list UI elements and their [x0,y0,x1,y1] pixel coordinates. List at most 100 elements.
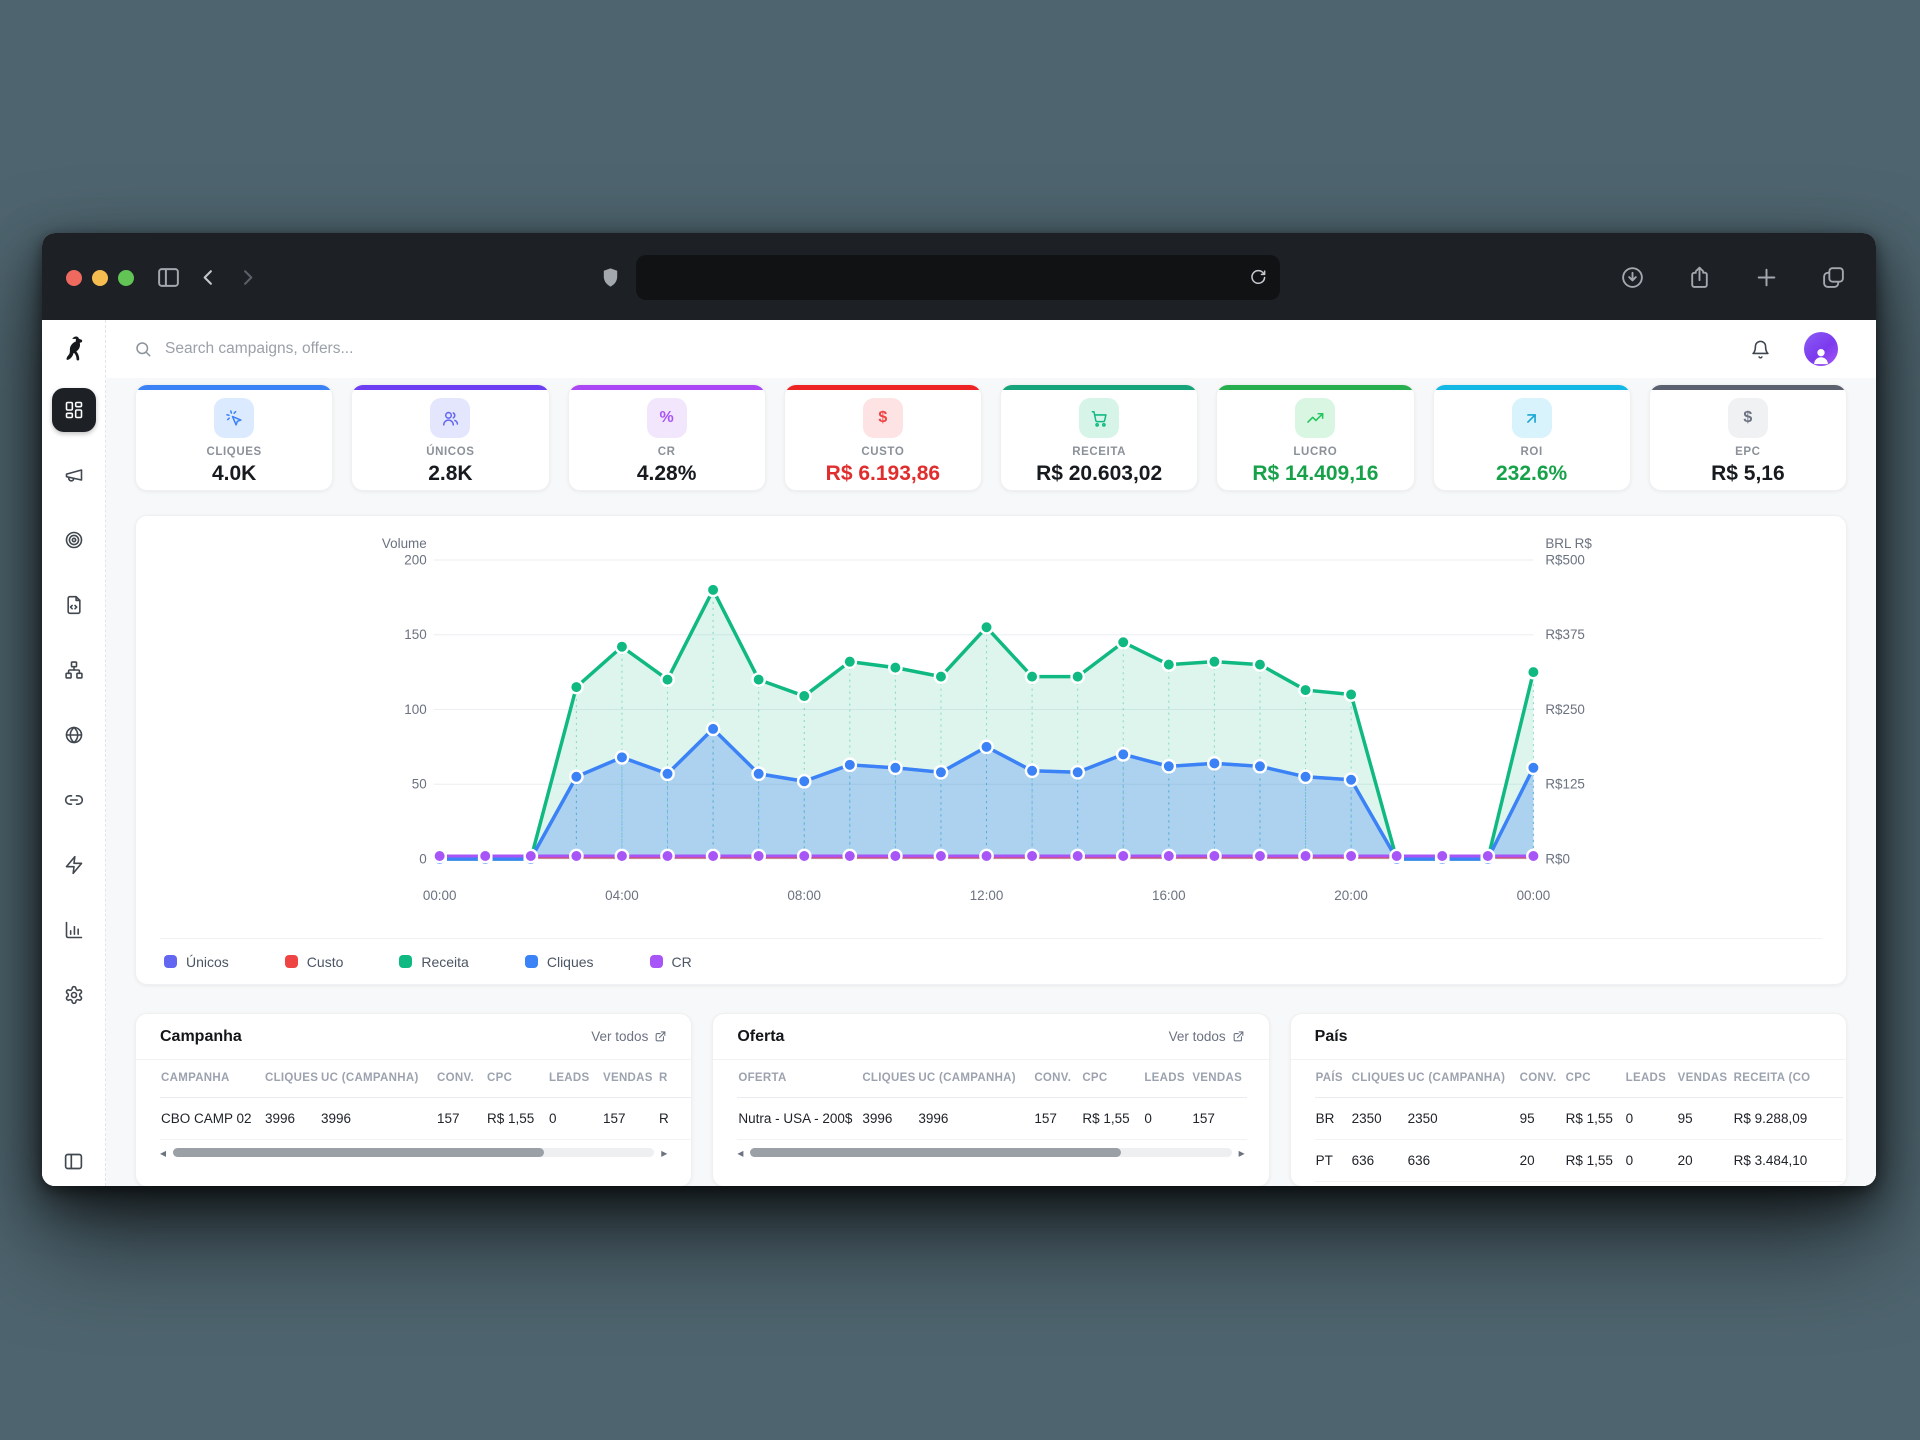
legend-swatch [649,955,663,968]
kpi-icon-box [430,398,471,438]
kpi-accent-bar [1433,385,1630,390]
legend-item-cr[interactable]: CR [649,954,692,970]
downloads-button[interactable] [1620,265,1645,290]
gear-icon [64,985,84,1005]
table-header-row: OFERTA CLIQUES UC (CAMPANHA) CONV. CPC LEADS V… [737,1060,1248,1098]
traffic-light-zoom[interactable] [118,269,134,286]
column-header: UC (CAMPANHA) [320,1060,436,1098]
sidebar-toggle-button[interactable] [156,265,181,290]
percent-icon: % [659,409,674,426]
legend-item-custo[interactable]: Custo [284,954,343,970]
share-button[interactable] [1687,265,1712,290]
sidebar-item-target[interactable] [52,518,96,562]
sidebar-item-zap[interactable] [52,843,96,887]
cursor-click-icon [225,409,244,428]
new-tab-button[interactable] [1754,265,1779,290]
legend-label: Únicos [186,953,229,970]
traffic-light-minimize[interactable] [92,269,108,286]
svg-text:12:00: 12:00 [970,888,1004,903]
table-cell: 636 [1406,1139,1519,1182]
table-card-header: Campanha Ver todos [136,1014,692,1060]
legend-item-unicos[interactable]: Únicos [164,954,229,970]
chevron-left-icon [197,266,220,289]
svg-text:04:00: 04:00 [605,888,639,903]
globe-icon [64,725,84,745]
column-header: CONV. [1518,1060,1565,1098]
table-row[interactable]: PT 636 636 20 R$ 1,55 0 20 R$ 3.484,10 [1314,1139,1843,1182]
ver-todos-label: Ver todos [1168,1029,1226,1044]
sidebar-item-gear[interactable] [52,973,96,1017]
table-row[interactable]: CBO CAMP 02 3996 3996 157 R$ 1,55 0 157 R [160,1097,692,1140]
forward-button[interactable] [236,266,259,289]
legend-swatch [524,955,538,968]
scrollbar-track[interactable] [173,1148,655,1157]
users-icon [441,409,460,428]
target-icon [64,530,84,550]
table-header-row: CAMPANHA CLIQUES UC (CAMPANHA) CONV. CPC LEAD… [160,1060,692,1098]
table-cell: 157 [1033,1097,1082,1140]
tabs-icon [1821,265,1846,290]
svg-text:00:00: 00:00 [1517,888,1551,903]
sidebar-item-sitemap[interactable] [52,648,96,692]
kpi-icon-box [1295,398,1336,438]
sidebar-collapse-button[interactable] [63,1151,84,1172]
notifications-button[interactable] [1750,339,1771,360]
scrollbar-track[interactable] [750,1148,1232,1157]
sidebar-item-link[interactable] [52,778,96,822]
legend-item-receita[interactable]: Receita [399,954,469,970]
table-row[interactable]: BR 2350 2350 95 R$ 1,55 0 95 R$ 9.288,09 [1314,1097,1843,1140]
scrollbar-thumb[interactable] [173,1148,544,1157]
kpi-value: 232.6% [1496,462,1568,485]
privacy-shield-button[interactable] [599,266,622,289]
avatar[interactable] [1804,332,1838,366]
scroll-right-arrow[interactable]: ▸ [1238,1145,1245,1160]
traffic-light-close[interactable] [66,269,82,286]
kpi-icon-box: $ [862,398,903,438]
column-header: VENDAS [1191,1060,1248,1098]
scroll-right-arrow[interactable]: ▸ [661,1145,668,1160]
sidebar-item-file-code[interactable] [52,583,96,627]
table-cell: R$ 9.288,09 [1732,1097,1843,1140]
data-table: CAMPANHA CLIQUES UC (CAMPANHA) CONV. CPC LEAD… [160,1060,692,1140]
sidebar-item-globe[interactable] [52,713,96,757]
table-cell: 95 [1676,1097,1733,1140]
table-card-header: Oferta Ver todos [713,1014,1269,1060]
ver-todos-label: Ver todos [591,1029,649,1044]
table-cell: 2350 [1350,1097,1407,1140]
kpi-value: 4.28% [636,462,697,485]
sidebar-item-layout-dashboard[interactable] [51,388,96,432]
svg-text:00:00: 00:00 [423,888,457,903]
panel-left-icon [63,1151,84,1172]
table-row[interactable]: Nutra - USA - 200$ 3996 3996 157 R$ 1,55 0 157 [737,1097,1248,1140]
table-cell: 3996 [861,1097,918,1140]
scroll-left-arrow[interactable]: ◂ [737,1145,744,1160]
kpi-icon-box [1079,398,1120,438]
sidebar-item-megaphone[interactable] [52,453,96,497]
search-input[interactable] [163,339,1739,359]
scrollbar-thumb[interactable] [750,1148,1121,1157]
ver-todos-link[interactable]: Ver todos [591,1029,667,1044]
back-button[interactable] [197,266,220,289]
tables-row: Campanha Ver todos CAMPANHA CLIQUES UC (CAMP… [135,1013,1847,1186]
traffic-chart: 0 R$0 50 R$125 100 R$250 150 R$375 200 R$500 Volum… [382,536,1592,903]
ver-todos-link[interactable]: Ver todos [1169,1029,1245,1044]
zap-icon [64,855,84,875]
scroll-left-arrow[interactable]: ◂ [160,1145,167,1160]
svg-text:R$0: R$0 [1545,851,1570,866]
app-logo[interactable] [42,320,105,378]
bell-icon [1750,339,1771,360]
tab-overview-button[interactable] [1821,265,1846,290]
kpi-value: R$ 14.409,16 [1252,462,1379,485]
table-cell: 20 [1676,1139,1733,1182]
table-card-header: País [1290,1014,1846,1060]
legend-item-cliques[interactable]: Cliques [524,954,594,970]
reload-button[interactable] [1248,268,1267,287]
kpi-accent-bar [352,385,549,390]
file-code-icon [64,595,84,615]
address-bar[interactable] [636,255,1280,300]
sidebar-item-bar-chart[interactable] [52,908,96,952]
kpi-value: R$ 6.193,86 [825,462,941,485]
external-link-icon [1232,1030,1245,1043]
chart-card: 0 R$0 50 R$125 100 R$250 150 R$375 200 R$500 Volum… [135,515,1847,985]
legend-swatch [399,955,413,968]
